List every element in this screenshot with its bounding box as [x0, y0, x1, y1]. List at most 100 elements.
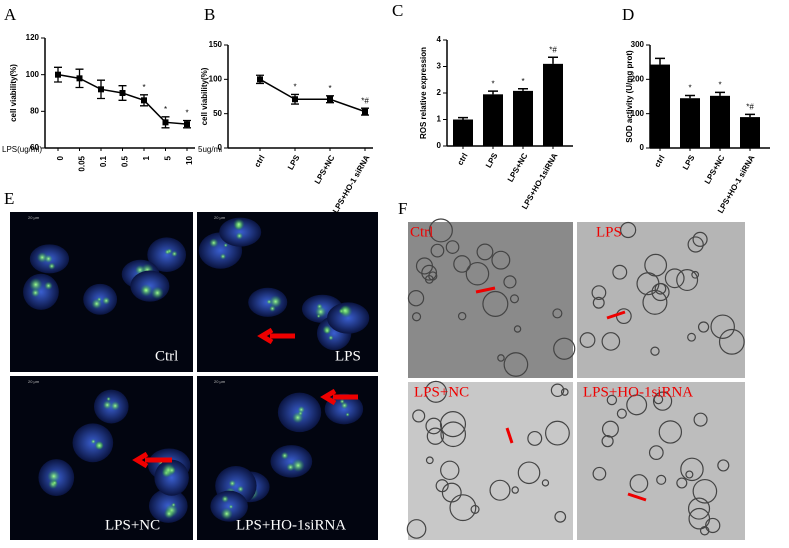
- granule: [324, 327, 331, 335]
- panel-label: A: [4, 5, 17, 24]
- bar: [710, 95, 730, 148]
- x-tick-label: LPS+NC: [703, 153, 727, 185]
- x-tick-label: 1: [142, 155, 151, 160]
- y-tick-label: 4: [437, 35, 442, 44]
- significance: *: [142, 83, 145, 92]
- panel-label: F: [398, 199, 407, 218]
- organelle: [616, 408, 627, 419]
- granule: [29, 277, 43, 292]
- x-axis-label: 5ug/ml: [198, 145, 222, 154]
- organelle: [648, 445, 664, 460]
- organelle: [497, 354, 505, 362]
- organelle: [685, 470, 694, 479]
- significance: *#: [746, 102, 754, 111]
- bar: [453, 119, 473, 146]
- cell: [23, 273, 59, 310]
- image-label: Ctrl: [410, 224, 433, 240]
- granule: [171, 250, 178, 257]
- granule: [167, 466, 176, 475]
- bar: [483, 94, 503, 146]
- organelle: [476, 243, 494, 261]
- organelle: [612, 264, 628, 280]
- image-label: LPS+NC: [414, 384, 469, 400]
- panel-label: C: [392, 1, 403, 20]
- organelle: [425, 456, 434, 465]
- organelle: [412, 409, 426, 423]
- granule: [223, 243, 228, 248]
- panel-label: E: [4, 189, 14, 208]
- granule: [345, 412, 350, 417]
- organelle: [687, 497, 711, 520]
- significance: *: [164, 105, 167, 114]
- y-tick-label: 2: [437, 88, 442, 97]
- organelle: [626, 394, 648, 416]
- organelle: [421, 264, 438, 281]
- image-label: LPS+NC: [105, 517, 160, 533]
- cell: [327, 302, 370, 334]
- arrows: [132, 286, 647, 502]
- image-label: LPS: [335, 348, 361, 364]
- granule: [139, 284, 153, 297]
- organelle: [656, 474, 667, 485]
- organelle: [457, 311, 467, 321]
- granule: [291, 458, 305, 473]
- y-axis-label: ROS relative expression: [419, 47, 428, 139]
- organelle: [687, 236, 704, 253]
- organelle: [541, 479, 550, 487]
- line: [57, 73, 188, 125]
- x-tick-label: LPS: [286, 153, 302, 172]
- tem-image: [408, 222, 573, 378]
- organelle: [676, 269, 699, 292]
- arrow: [505, 427, 514, 444]
- organelle: [676, 477, 688, 489]
- organelle: [517, 461, 541, 485]
- tem-image: [408, 382, 573, 540]
- granule: [328, 335, 334, 341]
- organelle: [415, 257, 434, 275]
- significance: *: [718, 80, 721, 89]
- granule: [269, 295, 282, 308]
- significance: *#: [361, 96, 369, 105]
- organelle: [511, 486, 519, 494]
- bar: [650, 64, 670, 148]
- error-bar: [685, 94, 695, 99]
- organelle: [620, 221, 637, 239]
- significance: *: [491, 79, 494, 88]
- granule: [110, 401, 120, 411]
- organelle: [592, 466, 607, 481]
- line: [259, 78, 366, 113]
- x-tick-label: ctrl: [456, 152, 470, 167]
- y-tick-label: 60: [30, 143, 39, 152]
- organelle: [440, 460, 460, 481]
- organelle: [439, 411, 467, 438]
- organelle: [503, 275, 517, 289]
- cell: [219, 217, 262, 247]
- granule: [44, 281, 53, 290]
- arrow: [627, 492, 647, 502]
- bar: [740, 117, 760, 148]
- organelle: [693, 412, 708, 427]
- y-tick-label: 100: [26, 70, 40, 79]
- granule: [269, 305, 276, 312]
- granule: [209, 238, 219, 248]
- significance: *: [293, 83, 296, 92]
- scale-label: 20 μm: [28, 379, 40, 384]
- organelle: [491, 250, 511, 270]
- organelle: [482, 290, 509, 317]
- granule: [91, 298, 102, 310]
- organelle: [411, 312, 422, 322]
- granule: [233, 218, 245, 231]
- y-axis-label: cell viability(%): [9, 64, 18, 122]
- significance: *#: [549, 45, 557, 54]
- organelle: [601, 332, 621, 351]
- y-tick-label: 1: [437, 115, 442, 124]
- granule: [90, 438, 96, 445]
- organelle: [545, 420, 570, 446]
- error-bar: [488, 90, 498, 95]
- granule: [102, 296, 111, 305]
- error-bar: [458, 116, 468, 120]
- bar: [680, 98, 700, 148]
- granule: [228, 504, 234, 510]
- arrow: [606, 310, 626, 320]
